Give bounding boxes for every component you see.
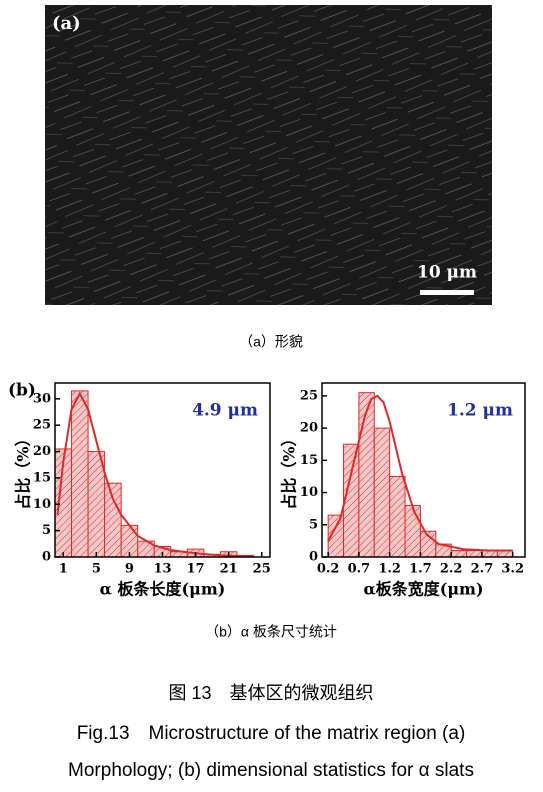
title: 图 13 基体区的微观组织 bbox=[168, 683, 373, 703]
x-tick-label: 1.2 bbox=[378, 562, 401, 577]
y-axis-label: 占比（%） bbox=[280, 430, 299, 509]
y-tick-label: 5 bbox=[309, 517, 318, 532]
x-tick-label: 9 bbox=[125, 562, 134, 577]
y-tick-label: 25 bbox=[33, 418, 51, 433]
fit-curve bbox=[327, 394, 513, 552]
bar bbox=[358, 392, 375, 558]
x-tick-label: 1.7 bbox=[409, 562, 432, 577]
caption: （b）α 板条尺寸统计 bbox=[205, 624, 337, 640]
fit-curve bbox=[56, 391, 254, 558]
x-tick-label: 2.7 bbox=[471, 562, 494, 577]
scale-bar bbox=[420, 290, 474, 295]
x-tick-label: 0.7 bbox=[348, 562, 371, 577]
caption: （a）形貌 bbox=[239, 334, 303, 350]
bar bbox=[343, 443, 360, 558]
scale-bar-label: 10 μm bbox=[417, 263, 477, 283]
y-tick-label: 15 bbox=[33, 470, 51, 485]
annotation: 4.9 μm bbox=[192, 401, 258, 421]
y-tick-label: 0 bbox=[309, 550, 318, 565]
x-tick-label: 3.2 bbox=[501, 562, 524, 577]
y-tick-label: 20 bbox=[33, 444, 51, 459]
panel-label: (b) bbox=[8, 381, 36, 401]
x-axis-label: α 板条长度(μm) bbox=[100, 580, 226, 599]
x-tick-label: 25 bbox=[253, 562, 271, 577]
x-tick-label: 0.2 bbox=[317, 562, 340, 577]
x-tick-label: 5 bbox=[92, 562, 101, 577]
y-tick-label: 10 bbox=[300, 485, 318, 500]
x-tick-label: 1 bbox=[59, 562, 68, 577]
annotation: 1.2 μm bbox=[447, 401, 513, 421]
bar bbox=[71, 390, 89, 558]
x-tick-label: 13 bbox=[153, 562, 171, 577]
y-axis-label: 占比（%） bbox=[14, 430, 33, 509]
bar bbox=[104, 482, 122, 558]
micrograph bbox=[45, 5, 492, 305]
y-tick-label: 5 bbox=[42, 523, 51, 538]
x-tick-label: 17 bbox=[187, 562, 205, 577]
y-tick-label: 25 bbox=[300, 388, 318, 403]
bar bbox=[466, 550, 483, 558]
x-axis-label: α板条宽度(μm) bbox=[363, 580, 483, 599]
x-tick-label: 2.2 bbox=[440, 562, 463, 577]
y-tick-label: 0 bbox=[42, 550, 51, 565]
y-tick-label: 30 bbox=[33, 391, 51, 406]
panel-label: (a) bbox=[52, 13, 81, 34]
title: Morphology; (b) dimensional statistics f… bbox=[68, 760, 474, 781]
bar bbox=[87, 451, 106, 558]
y-tick-label: 10 bbox=[33, 497, 51, 512]
bar bbox=[373, 427, 391, 558]
y-tick-label: 20 bbox=[300, 421, 318, 436]
x-tick-label: 21 bbox=[220, 562, 238, 577]
bar bbox=[389, 475, 406, 558]
plot-frame bbox=[321, 382, 526, 558]
title: Fig.13 Microstructure of the matrix regi… bbox=[77, 723, 466, 744]
y-tick-label: 15 bbox=[300, 453, 318, 468]
bar bbox=[404, 504, 421, 558]
bar bbox=[450, 550, 468, 558]
